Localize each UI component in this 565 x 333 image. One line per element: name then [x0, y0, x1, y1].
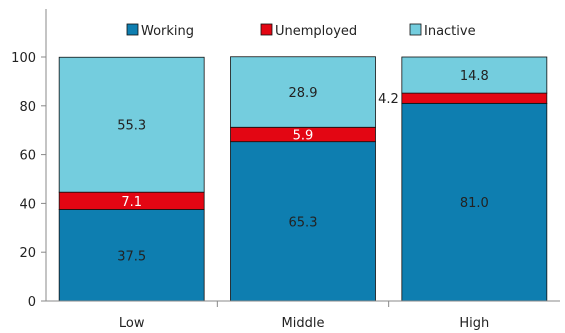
- data-label-working-middle: 65.3: [289, 215, 318, 230]
- x-axis: Low Middle High: [46, 300, 560, 331]
- y-tick-label: 60: [19, 149, 36, 164]
- data-label-inactive-middle: 28.9: [289, 86, 318, 101]
- bar-segment-unemployed-high: [401, 92, 548, 104]
- category-label: High: [459, 316, 489, 331]
- data-label-inactive-low: 55.3: [117, 119, 146, 134]
- legend-label-working: Working: [141, 24, 194, 39]
- category-label: Low: [119, 316, 145, 331]
- legend-swatch-unemployed: [260, 23, 273, 36]
- data-label-unemployed-high: 4.2: [378, 92, 399, 107]
- bar-segment-inactive-low: [58, 56, 205, 193]
- data-label-inactive-high: 14.8: [460, 69, 489, 84]
- y-tick-label: 100: [11, 51, 36, 66]
- bar-segment-inactive-middle: [230, 56, 376, 128]
- data-label-working-low: 37.5: [117, 249, 146, 264]
- y-axis: 0 20 40 60 80 100: [11, 9, 47, 310]
- y-tick-label: 40: [19, 197, 36, 212]
- legend-swatch-working: [126, 23, 139, 36]
- legend-swatch-inactive: [409, 23, 422, 36]
- legend-label-unemployed: Unemployed: [275, 24, 357, 39]
- data-label-working-high: 81.0: [460, 196, 489, 211]
- data-label-unemployed-low: 7.1: [121, 195, 142, 210]
- bars: 37.5 7.1 55.3 65.3 5.9 28.9 81.0 4.2 14.8: [58, 56, 548, 302]
- y-tick-label: 0: [28, 295, 36, 310]
- legend-label-inactive: Inactive: [424, 24, 476, 39]
- bar-segment-inactive-high: [401, 56, 548, 94]
- legend: Working Unemployed Inactive: [126, 23, 476, 39]
- bar-segment-working-high: [401, 102, 548, 302]
- category-label: Middle: [282, 316, 325, 331]
- y-tick-label: 20: [19, 246, 36, 261]
- y-tick-label: 80: [19, 100, 36, 115]
- data-label-unemployed-middle: 5.9: [293, 128, 314, 143]
